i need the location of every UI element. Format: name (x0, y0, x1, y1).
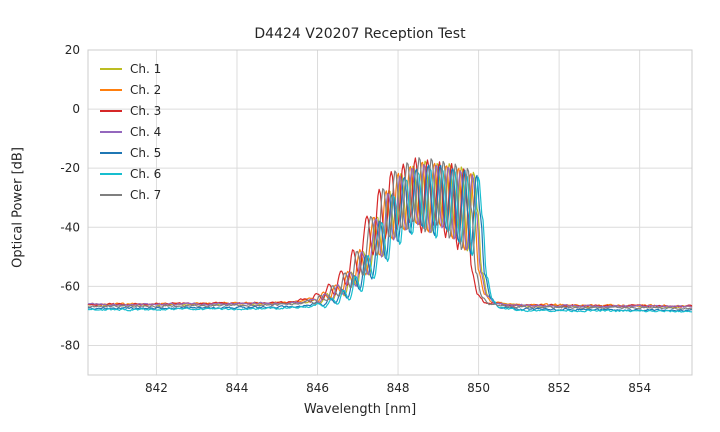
legend-label: Ch. 2 (130, 82, 162, 97)
legend-label: Ch. 6 (130, 166, 162, 181)
series-line-5 (87, 164, 693, 312)
series-line-1 (87, 160, 693, 309)
y-tick-label: 20 (65, 43, 80, 57)
x-tick-label: 842 (145, 381, 168, 395)
legend-swatch (100, 67, 122, 70)
x-tick-label: 854 (628, 381, 651, 395)
x-tick-label: 850 (467, 381, 490, 395)
legend-swatch (100, 151, 122, 154)
legend-item: Ch. 1 (100, 58, 161, 79)
x-tick-label: 846 (306, 381, 329, 395)
legend-item: Ch. 5 (100, 142, 161, 163)
legend-label: Ch. 5 (130, 145, 162, 160)
legend-swatch (100, 172, 122, 175)
legend-swatch (100, 88, 122, 91)
x-tick-label: 848 (387, 381, 410, 395)
series-line-6 (87, 167, 693, 313)
legend-label: Ch. 7 (130, 187, 162, 202)
series-line-4 (87, 163, 693, 308)
legend-item: Ch. 4 (100, 121, 161, 142)
legend: Ch. 1 Ch. 2 Ch. 3 Ch. 4 Ch. 5 Ch. 6 Ch. 7 (100, 58, 161, 205)
legend-item: Ch. 2 (100, 79, 161, 100)
legend-swatch (100, 130, 122, 133)
y-tick-label: -80 (60, 338, 80, 352)
y-tick-label: -60 (60, 279, 80, 293)
legend-item: Ch. 6 (100, 163, 161, 184)
x-axis-label: Wavelength [nm] (303, 402, 417, 417)
chart-title: D4424 V20207 Reception Test (254, 26, 466, 42)
axes-frame (87, 49, 693, 376)
legend-label: Ch. 4 (130, 124, 162, 139)
x-tick-label: 844 (226, 381, 249, 395)
y-tick-label: 0 (72, 102, 80, 116)
series-line-7 (87, 157, 693, 310)
legend-swatch (100, 109, 122, 112)
x-tick-label: 852 (548, 381, 571, 395)
legend-swatch (100, 193, 122, 196)
legend-item: Ch. 7 (100, 184, 161, 205)
legend-label: Ch. 3 (130, 103, 162, 118)
y-tick-label: -40 (60, 220, 80, 234)
legend-item: Ch. 3 (100, 100, 161, 121)
legend-label: Ch. 1 (130, 61, 162, 76)
y-tick-label: -20 (60, 161, 80, 175)
